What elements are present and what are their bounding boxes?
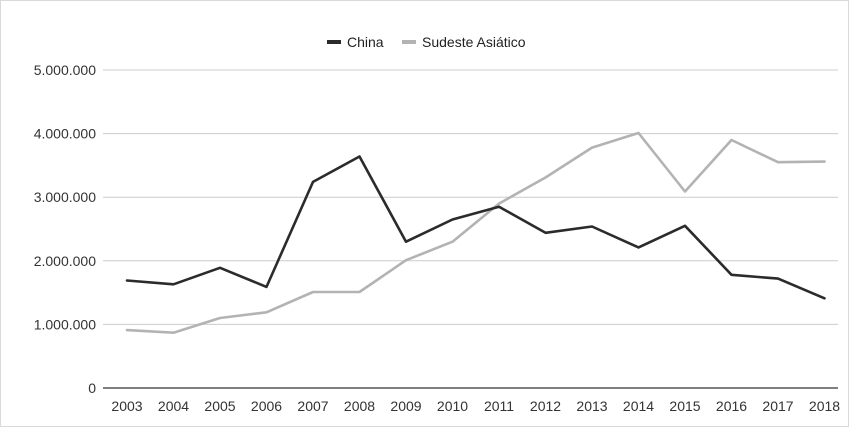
x-tick-label: 2011 <box>484 398 514 414</box>
legend-label-sudeste-asiatico: Sudeste Asiático <box>422 34 526 50</box>
y-tick-label: 1.000.000 <box>34 316 96 332</box>
x-tick-label: 2008 <box>344 398 375 414</box>
x-tick-label: 2017 <box>762 398 793 414</box>
y-tick-label: 5.000.000 <box>34 62 96 78</box>
x-tick-label: 2015 <box>669 398 700 414</box>
x-tick-label: 2018 <box>809 398 840 414</box>
x-tick-label: 2006 <box>251 398 282 414</box>
x-tick-label: 2003 <box>111 398 142 414</box>
y-tick-label: 3.000.000 <box>34 189 96 205</box>
x-tick-label: 2009 <box>390 398 421 414</box>
series-line-sudeste-asi-tico <box>127 133 825 333</box>
y-axis-ticks: 0 1.000.000 2.000.000 3.000.000 4.000.000 5.0… <box>34 62 97 396</box>
x-tick-label: 2013 <box>576 398 607 414</box>
gridlines <box>103 70 838 388</box>
x-tick-label: 2010 <box>437 398 468 414</box>
x-tick-label: 2007 <box>297 398 328 414</box>
y-tick-label: 2.000.000 <box>34 253 96 269</box>
x-tick-label: 2005 <box>204 398 235 414</box>
series-lines <box>127 133 825 333</box>
legend-label-china: China <box>347 34 384 50</box>
y-tick-label: 4.000.000 <box>34 126 96 142</box>
x-tick-label: 2016 <box>716 398 747 414</box>
x-axis-ticks: 2003 2004 2005 2006 2007 2008 2009 2010 2011 2012… <box>111 398 840 414</box>
series-line-china <box>127 157 825 299</box>
x-tick-label: 2014 <box>623 398 654 414</box>
x-tick-label: 2004 <box>158 398 189 414</box>
y-tick-label: 0 <box>88 380 96 396</box>
legend: China Sudeste Asiático <box>327 34 526 50</box>
x-tick-label: 2012 <box>530 398 561 414</box>
